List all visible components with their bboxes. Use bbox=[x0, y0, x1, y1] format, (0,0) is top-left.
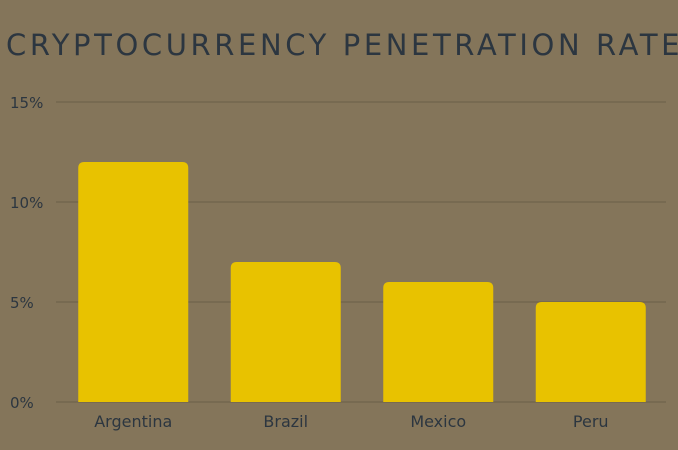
x-category-label: Mexico bbox=[410, 412, 466, 431]
bar-mexico bbox=[383, 282, 494, 402]
chart-title: CRYPTOCURRENCY PENETRATION RATES bbox=[6, 28, 678, 62]
y-tick-label: 0% bbox=[10, 394, 34, 412]
x-axis-labels: Argentina Brazil Mexico Peru bbox=[94, 412, 608, 431]
y-tick-label: 15% bbox=[10, 94, 43, 112]
bar-argentina bbox=[78, 162, 189, 402]
x-category-label: Peru bbox=[573, 412, 609, 431]
bars bbox=[78, 162, 646, 402]
bar-brazil bbox=[230, 262, 341, 402]
x-category-label: Argentina bbox=[94, 412, 172, 431]
x-category-label: Brazil bbox=[263, 412, 308, 431]
y-tick-label: 5% bbox=[10, 294, 34, 312]
bar-peru bbox=[535, 302, 646, 402]
y-tick-label: 10% bbox=[10, 194, 43, 212]
y-axis-ticks: 0% 5% 10% 15% bbox=[10, 94, 43, 412]
